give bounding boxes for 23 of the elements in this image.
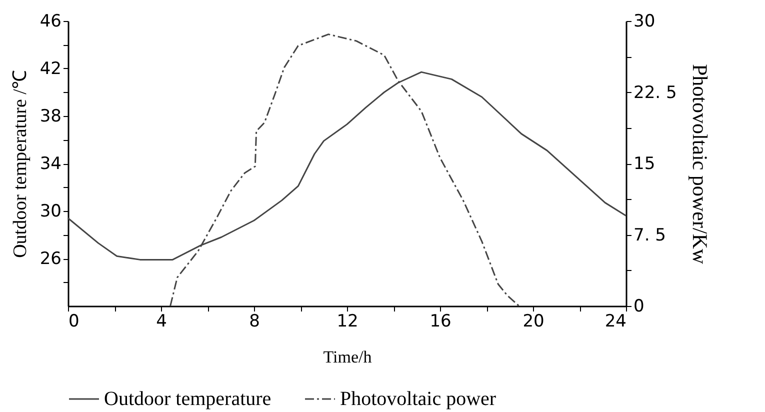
- y2-tick-label: 22. 5: [634, 82, 677, 103]
- x-tick-label: 0: [68, 312, 80, 332]
- y-tick-label: 42: [40, 59, 62, 79]
- x-tick-label: 24: [604, 312, 626, 332]
- y-tick-label: 30: [40, 202, 62, 222]
- y2-tick-label: 30: [634, 12, 656, 32]
- y2-axis-title: Photovoltaic power/Kw: [688, 64, 712, 265]
- x-axis-title: Time/h: [323, 348, 372, 366]
- x-tick-label: 20: [522, 312, 544, 332]
- y2-tick-label: 7. 5: [634, 225, 666, 246]
- x-tick-label: 16: [430, 312, 452, 332]
- y-tick-label: 46: [40, 12, 62, 32]
- legend-label: Photovoltaic power: [340, 388, 496, 410]
- legend-label: Outdoor temperature: [104, 388, 272, 410]
- y2-tick-label: 15: [634, 154, 656, 174]
- y-tick-label: 26: [40, 249, 62, 269]
- x-tick-label: 4: [156, 312, 167, 332]
- y-tick-label: 38: [40, 106, 62, 126]
- x-tick-label: 8: [249, 312, 260, 332]
- y-axis-title: Outdoor temperature /℃: [10, 70, 31, 258]
- y2-tick-label: 0: [634, 296, 644, 316]
- x-tick-label: 12: [336, 312, 358, 332]
- y-tick-label: 34: [40, 154, 62, 174]
